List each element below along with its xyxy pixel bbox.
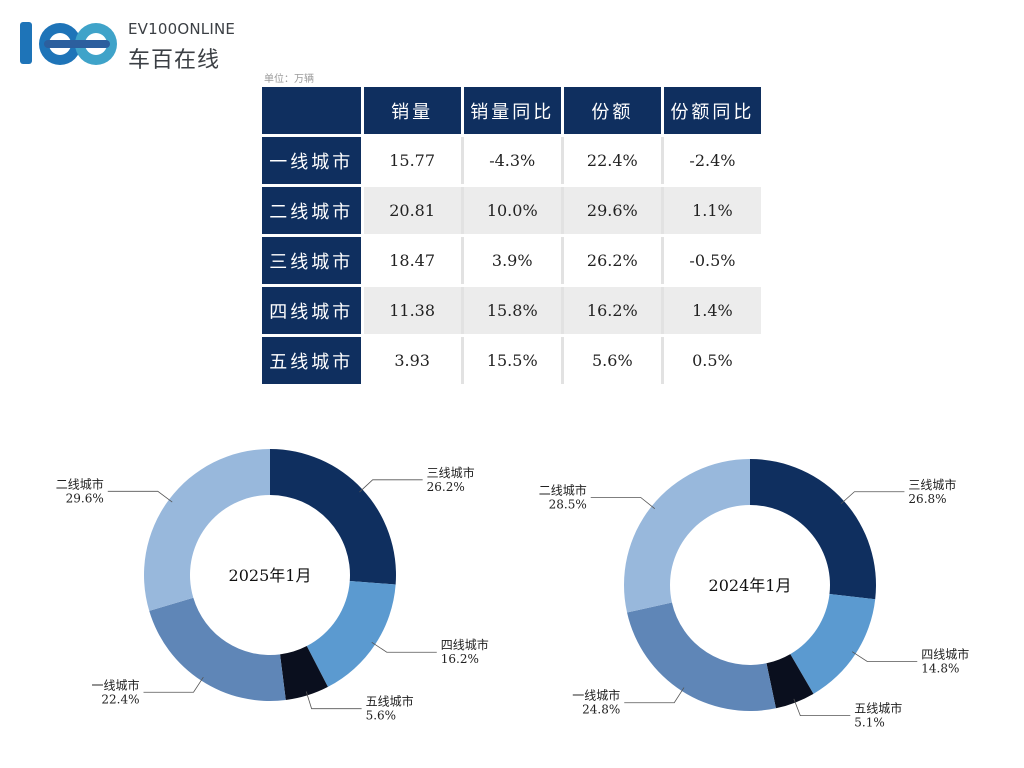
slice-name-label: 五线城市 — [366, 694, 414, 709]
slice-value-label: 22.4% — [101, 692, 139, 706]
slice-name-label: 三线城市 — [427, 465, 475, 480]
row-label: 一线城市 — [262, 135, 364, 187]
brand-logo: EV100ONLINE 车百在线 — [16, 14, 235, 74]
donut-slice — [790, 594, 876, 694]
row-label: 二线城市 — [262, 185, 364, 237]
table-row: 一线城市 15.77 -4.3% 22.4% -2.4% — [262, 135, 765, 187]
slice-value-label: 26.8% — [908, 492, 946, 506]
slice-name-label: 二线城市 — [56, 476, 104, 491]
table-cell: 20.81 — [362, 185, 464, 237]
leader-line — [624, 687, 685, 704]
table-cell: 15.8% — [462, 285, 564, 337]
donut-chart-2024: 三线城市 26.8% 四线城市 14.8% 五线城市 5.1% 一线城市 24.8% 二线城市 2… — [520, 440, 980, 760]
table-row: 四线城市 11.38 15.8% 16.2% 1.4% — [262, 285, 765, 337]
leader-line — [371, 641, 437, 653]
donut-chart-svg: 三线城市26.8%四线城市14.8%五线城市5.1%一线城市24.8%二线城市2… — [539, 459, 969, 730]
table-row: 五线城市 3.93 15.5% 5.6% 0.5% — [262, 335, 765, 387]
slice-name-label: 三线城市 — [908, 477, 956, 492]
donut-chart-2025: 三线城市 26.2% 四线城市 16.2% 五线城市 5.6% 一线城市 22.4% 二线城市 2… — [40, 430, 500, 750]
table-header-row: 销量 销量同比 份额 份额同比 — [262, 87, 765, 137]
table-cell: 3.93 — [362, 335, 464, 387]
header-cell: 销量 — [362, 87, 464, 137]
slice-name-label: 一线城市 — [572, 688, 620, 703]
table-cell: 0.5% — [662, 335, 765, 387]
leader-line — [840, 491, 905, 505]
table-cell: 15.77 — [362, 135, 464, 187]
donut-slice — [766, 654, 814, 709]
slice-value-label: 16.2% — [441, 652, 479, 666]
leader-line — [305, 691, 362, 710]
logo-mark-icon — [20, 22, 117, 65]
leader-line — [143, 676, 204, 693]
header-cell: 份额同比 — [662, 87, 765, 137]
header-cell — [262, 87, 364, 137]
table-cell: 29.6% — [562, 185, 664, 237]
donut-center-label: 2024年1月 — [709, 576, 792, 595]
table-cell: 1.4% — [662, 285, 765, 337]
donut-slice — [149, 597, 286, 701]
table-row: 三线城市 18.47 3.9% 26.2% -0.5% — [262, 235, 765, 287]
table-cell: 26.2% — [562, 235, 664, 287]
leader-line — [590, 497, 656, 510]
slice-name-label: 四线城市 — [441, 637, 489, 652]
table-cell: 5.6% — [562, 335, 664, 387]
donut-slice — [624, 459, 750, 613]
table-row: 二线城市 20.81 10.0% 29.6% 1.1% — [262, 185, 765, 237]
table-cell: 22.4% — [562, 135, 664, 187]
slice-name-label: 一线城市 — [91, 677, 139, 692]
table-cell: 16.2% — [562, 285, 664, 337]
header-cell: 销量同比 — [462, 87, 564, 137]
row-label: 三线城市 — [262, 235, 364, 287]
slice-value-label: 26.2% — [427, 480, 465, 494]
leader-line — [359, 479, 423, 493]
brand-name-cn: 车百在线 — [128, 48, 221, 73]
table-cell: 18.47 — [362, 235, 464, 287]
row-label: 五线城市 — [262, 335, 364, 387]
brand-name-en: EV100ONLINE — [128, 20, 236, 38]
table-cell: -2.4% — [662, 135, 765, 187]
table-cell: 11.38 — [362, 285, 464, 337]
leader-line — [851, 651, 918, 662]
donut-center-label: 2025年1月 — [229, 566, 312, 585]
sales-table: 销量 销量同比 份额 份额同比 一线城市 15.77 -4.3% 22.4% -… — [262, 87, 765, 387]
donut-slice — [306, 581, 396, 687]
slice-value-label: 28.5% — [549, 497, 587, 511]
table-cell: 10.0% — [462, 185, 564, 237]
table-cell: 3.9% — [462, 235, 564, 287]
slice-name-label: 四线城市 — [921, 646, 969, 661]
slice-value-label: 5.6% — [366, 709, 397, 723]
donut-chart-svg: 三线城市26.2%四线城市16.2%五线城市5.6%一线城市22.4%二线城市2… — [56, 449, 489, 723]
slice-value-label: 24.8% — [582, 703, 620, 717]
slice-value-label: 5.1% — [854, 716, 885, 730]
donut-slice — [144, 449, 270, 611]
table-cell: 15.5% — [462, 335, 564, 387]
slice-value-label: 29.6% — [66, 491, 104, 505]
leader-line — [793, 698, 851, 717]
donut-slice — [750, 459, 876, 600]
row-label: 四线城市 — [262, 285, 364, 337]
slice-value-label: 14.8% — [921, 661, 959, 675]
leader-line — [107, 490, 173, 503]
slice-name-label: 二线城市 — [539, 482, 587, 497]
table-cell: 1.1% — [662, 185, 765, 237]
header-cell: 份额 — [562, 87, 664, 137]
table-cell: -0.5% — [662, 235, 765, 287]
table-cell: -4.3% — [462, 135, 564, 187]
donut-slice — [627, 602, 776, 711]
donut-slice — [270, 449, 397, 585]
slice-name-label: 五线城市 — [854, 701, 902, 716]
donut-slice — [280, 646, 328, 701]
unit-label: 单位：万辆 — [264, 74, 314, 85]
